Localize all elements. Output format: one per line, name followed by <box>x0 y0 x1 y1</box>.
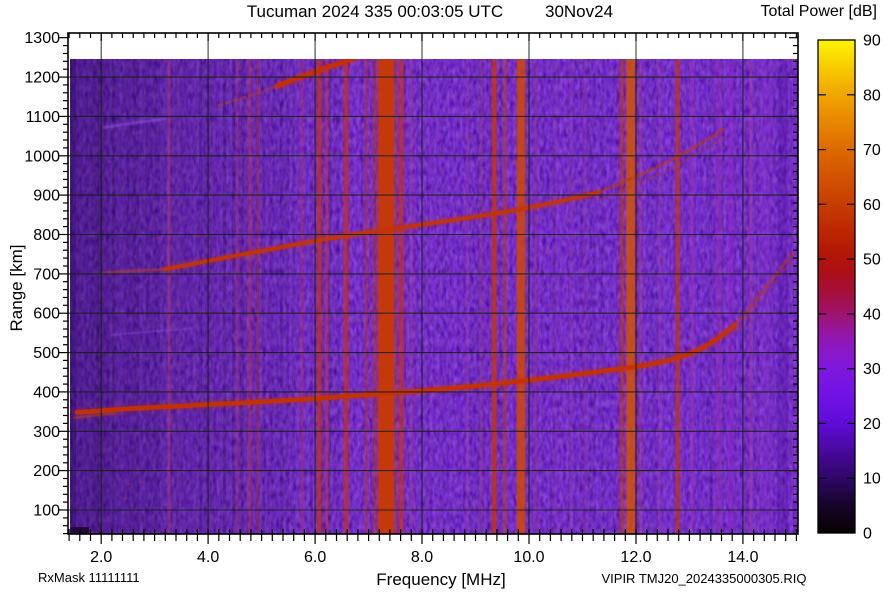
rfi-stripe <box>465 59 470 534</box>
rfi-stripe <box>690 59 694 534</box>
echo-trace <box>102 117 167 129</box>
y-tick-label: 500 <box>33 345 60 362</box>
echo-trace <box>71 410 118 421</box>
echo-trace <box>217 84 280 107</box>
rfi-stripe <box>533 59 537 534</box>
y-tick-label: 200 <box>33 463 60 480</box>
rfi-stripe <box>399 59 404 534</box>
rfi-stripe <box>479 59 483 534</box>
rfi-stripe <box>658 59 662 534</box>
x-tick-label: 4.0 <box>197 549 219 566</box>
y-tick-label: 900 <box>33 188 60 205</box>
y-axis-label: Range [km] <box>7 244 26 332</box>
colorbar-tick-label: 70 <box>863 142 881 159</box>
echo-trace <box>275 59 361 89</box>
x-tick-label: 10.0 <box>513 549 544 566</box>
y-tick-label: 1200 <box>24 70 60 87</box>
rfi-stripe <box>235 59 240 534</box>
echo-trace <box>596 126 726 195</box>
y-tick-label: 600 <box>33 306 60 323</box>
rfi-stripe <box>516 59 526 534</box>
y-tick-label: 1300 <box>24 30 60 47</box>
plot-title: Tucuman 2024 335 00:03:05 UTC <box>246 2 504 21</box>
colorbar-title: Total Power [dB] <box>760 3 878 20</box>
echo-trace <box>100 266 169 276</box>
x-tick-labels: 2.0 4.0 6.0 8.0 10.0 12.0 14.0 <box>90 549 758 566</box>
y-tick-label: 100 <box>33 503 60 520</box>
x-tick-label: 2.0 <box>90 549 112 566</box>
gridlines <box>68 33 798 534</box>
y-tick-label: 300 <box>33 424 60 441</box>
x-tick-label: 8.0 <box>411 549 433 566</box>
echo-trace <box>102 267 167 275</box>
echo-trace <box>73 411 116 420</box>
colorbar-labels: 0 10 20 30 40 50 60 70 80 90 <box>863 33 881 543</box>
rfi-stripe <box>619 59 624 534</box>
colorbar-tick-label: 40 <box>863 306 881 323</box>
rfi-stripe <box>167 59 171 534</box>
colorbar-tick-label: 50 <box>863 252 881 269</box>
y-tick-label: 400 <box>33 384 60 401</box>
plot-date: 30Nov24 <box>545 2 614 21</box>
colorbar-tick-label: 0 <box>863 526 872 543</box>
echo-trace <box>100 115 169 131</box>
source-file-annotation: VIPIR TMJ20_2024335000305.RIQ <box>601 571 807 586</box>
colorbar-tick-label: 80 <box>863 87 881 104</box>
x-tick-label: 6.0 <box>304 549 326 566</box>
y-tick-label: 700 <box>33 266 60 283</box>
y-tick-label: 1000 <box>24 148 60 165</box>
heatmap-field <box>70 59 798 534</box>
rfi-stripe <box>777 59 789 534</box>
colorbar-tick-label: 30 <box>863 361 881 378</box>
colorbar-frame <box>817 39 856 534</box>
echo-trace <box>163 190 601 272</box>
axis-ticks <box>59 33 798 544</box>
rxmask-annotation: RxMask 11111111 <box>38 570 140 585</box>
colorbar <box>818 40 855 533</box>
rfi-stripe <box>638 59 642 534</box>
rfi-stripe <box>749 59 753 534</box>
rfi-stripe <box>364 59 368 534</box>
x-tick-label: 14.0 <box>727 549 758 566</box>
echo-trace <box>74 322 738 415</box>
rfi-stripe <box>317 59 322 534</box>
echo-trace <box>597 134 726 202</box>
rfi-stripe <box>248 59 252 534</box>
rfi-stripe <box>715 59 722 534</box>
echo-trace <box>110 327 194 337</box>
colorbar-ticks <box>818 94 855 479</box>
rfi-stripe <box>300 59 304 534</box>
colorbar-tick-label: 60 <box>863 197 881 214</box>
colorbar-tick-label: 90 <box>863 33 881 50</box>
rfi-stripe <box>410 59 413 534</box>
y-tick-label: 800 <box>33 227 60 244</box>
colorbar-tick-label: 10 <box>863 471 881 488</box>
y-tick-labels: 100 200 300 400 500 600 700 800 900 1000 1100 1200 1… <box>24 30 60 519</box>
rfi-stripe <box>371 59 401 534</box>
rfi-stripe <box>256 59 260 534</box>
rfi-stripe <box>554 59 558 534</box>
y-tick-label: 1100 <box>26 109 61 126</box>
echo-trace <box>109 325 195 338</box>
rfi-stripe <box>727 59 735 534</box>
rfi-stripe <box>343 59 349 534</box>
rfi-stripe <box>675 59 680 534</box>
colorbar-tick-label: 20 <box>863 416 881 433</box>
rfi-stripe <box>503 59 507 534</box>
rfi-stripe <box>583 59 587 534</box>
rfi-stripe <box>761 59 773 534</box>
rfi-stripe <box>325 59 329 534</box>
rfi-stripe <box>491 59 497 534</box>
rfi-stripe <box>569 59 573 534</box>
rfi-stripe <box>626 59 636 534</box>
x-tick-label: 12.0 <box>620 549 651 566</box>
x-axis-label: Frequency [MHz] <box>376 570 506 589</box>
